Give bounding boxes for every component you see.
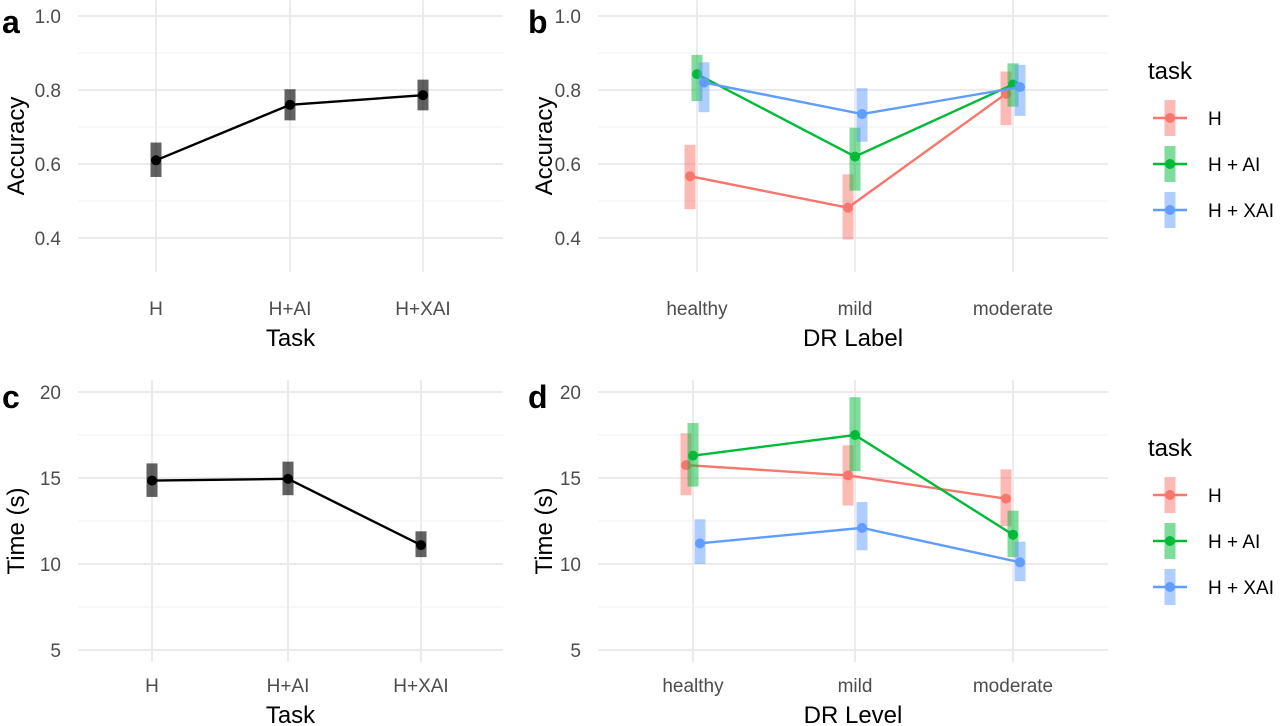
data-point bbox=[857, 522, 867, 533]
legend-label: H bbox=[1208, 486, 1222, 507]
data-point bbox=[688, 450, 698, 461]
legend: task H H + AI H + XAI bbox=[1148, 435, 1274, 605]
y-tick-label: 0.6 bbox=[555, 155, 581, 176]
y-axis-title: Accuracy bbox=[3, 97, 30, 196]
panel-letter: b bbox=[528, 4, 548, 40]
panel-b: 0.4 0.6 0.8 1.0 healthy mild moderate DR Label A… bbox=[528, 0, 1274, 352]
data-point bbox=[418, 90, 428, 101]
x-axis-title: Task bbox=[266, 325, 316, 352]
panel-d: 5 10 15 20 healthy mild moderate DR Level Time (… bbox=[528, 379, 1274, 726]
panel-c: 5 10 15 20 H H+AI H+XAI Task Time (s) c bbox=[2, 379, 503, 726]
data-point bbox=[685, 171, 695, 182]
panel-letter: c bbox=[2, 379, 20, 415]
x-axis-title: Task bbox=[266, 702, 316, 726]
y-tick-label: 0.8 bbox=[555, 81, 581, 102]
panel-a: 0.4 0.6 0.8 1.0 H H+AI H+XAI Task Accuracy a bbox=[2, 0, 503, 352]
data-point bbox=[850, 430, 860, 440]
y-tick-label: 0.4 bbox=[35, 229, 62, 250]
series-h bbox=[680, 433, 1012, 527]
y-tick-label: 10 bbox=[40, 555, 61, 576]
y-tick-label: 5 bbox=[570, 641, 581, 662]
y-tick-label: 15 bbox=[560, 469, 581, 490]
x-tick-label: mild bbox=[838, 676, 873, 697]
y-tick-label: 10 bbox=[560, 555, 581, 576]
series-h+ai bbox=[687, 397, 1019, 558]
legend-key-point bbox=[1165, 205, 1175, 215]
legend-key-point bbox=[1165, 113, 1175, 123]
data-point bbox=[695, 538, 705, 549]
x-tick-label: moderate bbox=[973, 299, 1053, 320]
x-tick-label: healthy bbox=[662, 676, 724, 697]
data-point bbox=[850, 151, 860, 162]
x-tick-label: H+AI bbox=[267, 676, 310, 697]
data-point bbox=[1015, 82, 1025, 93]
data-point bbox=[843, 202, 853, 213]
legend-key-point bbox=[1165, 582, 1175, 592]
panel-letter: d bbox=[528, 379, 548, 415]
x-tick-label: H bbox=[149, 299, 163, 320]
x-tick-label: mild bbox=[838, 299, 873, 320]
legend-label: H bbox=[1208, 109, 1222, 130]
series-h+xai bbox=[698, 62, 1026, 142]
y-tick-label: 1.0 bbox=[555, 7, 581, 28]
data-point bbox=[699, 77, 709, 88]
y-axis-title: Time (s) bbox=[3, 487, 30, 574]
y-tick-label: 20 bbox=[40, 383, 61, 404]
data-point bbox=[857, 109, 867, 120]
data-point bbox=[1001, 493, 1011, 504]
y-tick-label: 1.0 bbox=[35, 7, 61, 28]
data-point bbox=[843, 470, 853, 481]
y-axis-title: Accuracy bbox=[531, 97, 558, 196]
y-tick-label: 5 bbox=[50, 641, 61, 662]
x-axis-title: DR Level bbox=[804, 702, 903, 726]
data-point bbox=[285, 99, 295, 110]
legend-label: H + XAI bbox=[1208, 201, 1274, 222]
data-point bbox=[1015, 557, 1025, 568]
legend-key-point bbox=[1165, 536, 1175, 546]
x-tick-label: moderate bbox=[973, 676, 1053, 697]
x-tick-label: healthy bbox=[666, 299, 728, 320]
x-tick-label: H+XAI bbox=[393, 676, 448, 697]
data-point bbox=[283, 473, 293, 484]
series-mean bbox=[150, 79, 429, 177]
legend-label: H + AI bbox=[1208, 532, 1260, 553]
y-tick-label: 0.8 bbox=[35, 81, 61, 102]
legend-title: task bbox=[1148, 58, 1193, 85]
y-tick-label: 20 bbox=[560, 383, 581, 404]
x-tick-label: H bbox=[145, 676, 159, 697]
series-h bbox=[684, 71, 1012, 240]
data-point bbox=[416, 540, 426, 551]
legend-key-point bbox=[1165, 159, 1175, 169]
legend-label: H + XAI bbox=[1208, 578, 1274, 599]
x-tick-label: H+AI bbox=[269, 299, 312, 320]
legend-key-point bbox=[1165, 490, 1175, 500]
series-mean bbox=[146, 461, 427, 558]
series-h+xai bbox=[694, 502, 1026, 582]
x-tick-label: H+XAI bbox=[395, 299, 450, 320]
legend: task H H + AI H + XAI bbox=[1148, 58, 1274, 228]
y-axis-title: Time (s) bbox=[531, 487, 558, 574]
panel-letter: a bbox=[2, 4, 20, 40]
x-axis-title: DR Label bbox=[803, 325, 903, 352]
y-tick-label: 0.6 bbox=[35, 155, 61, 176]
data-point bbox=[1008, 529, 1018, 540]
y-tick-label: 15 bbox=[40, 469, 61, 490]
legend-label: H + AI bbox=[1208, 155, 1260, 176]
y-tick-label: 0.4 bbox=[555, 229, 582, 250]
data-point bbox=[147, 475, 157, 486]
legend-title: task bbox=[1148, 435, 1193, 462]
data-point bbox=[151, 155, 161, 166]
